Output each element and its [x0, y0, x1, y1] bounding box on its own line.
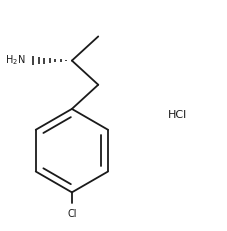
- Text: Cl: Cl: [67, 209, 77, 219]
- Text: HCl: HCl: [168, 110, 187, 121]
- Text: H$_2$N: H$_2$N: [5, 54, 26, 67]
